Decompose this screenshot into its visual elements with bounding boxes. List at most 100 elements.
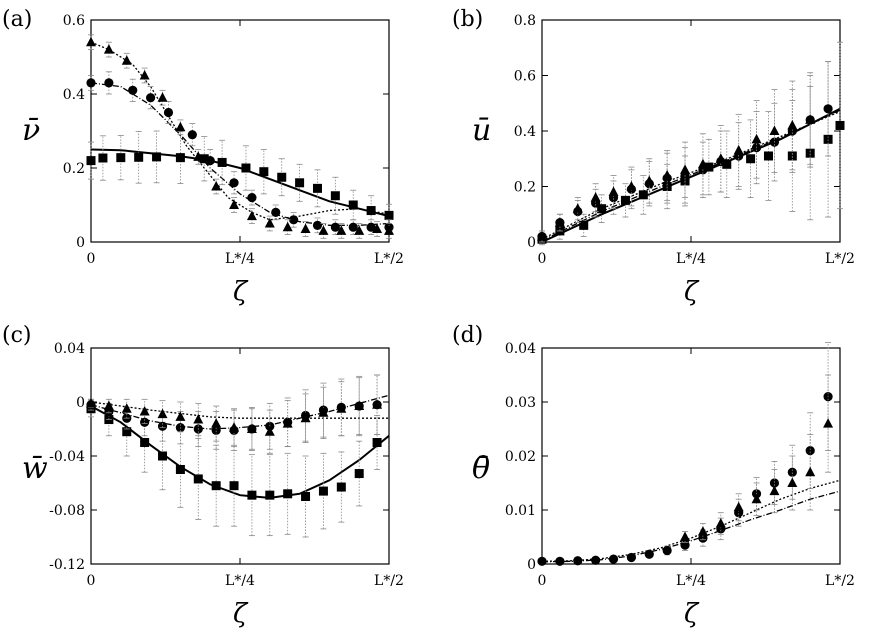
y-tick-label-d-0: 0 bbox=[527, 557, 536, 573]
marker-triangles-b bbox=[572, 203, 583, 213]
marker-squares-c bbox=[193, 474, 203, 484]
marker-squares-a bbox=[330, 191, 340, 201]
marker-circles-d bbox=[608, 554, 619, 564]
marker-circles-c bbox=[211, 425, 221, 435]
marker-triangles-a bbox=[354, 225, 365, 235]
marker-squares-a bbox=[384, 210, 394, 220]
marker-squares-a bbox=[134, 152, 144, 162]
y-tick-label-c-1: 0 bbox=[76, 395, 85, 411]
marker-squares-b bbox=[787, 151, 797, 161]
marker-circles-a bbox=[312, 220, 323, 230]
marker-circles-d bbox=[537, 556, 547, 566]
marker-circles-a bbox=[330, 222, 340, 232]
marker-circles-d bbox=[787, 467, 797, 477]
x-tick-label-b-2: L*/2 bbox=[825, 251, 855, 267]
marker-squares-c bbox=[175, 465, 185, 474]
panel-d: (d) θ̄ 0 L*/4 L*/2 ζ bbox=[452, 323, 855, 629]
plot-area-d: 0 0.01 0.02 0.03 0.04 bbox=[505, 341, 841, 573]
marker-triangles-c bbox=[264, 426, 275, 436]
marker-circles-d bbox=[769, 478, 780, 488]
marker-circles-d bbox=[591, 555, 601, 565]
y-tick-label-c-4: -0.12 bbox=[49, 557, 85, 573]
marker-squares-c bbox=[158, 451, 168, 461]
marker-squares-a bbox=[116, 153, 126, 163]
marker-circles-a bbox=[247, 193, 257, 203]
marker-circles-d bbox=[698, 533, 708, 543]
x-tick-label-d-1: L*/4 bbox=[676, 573, 706, 589]
y-tick-label-a-3: 0.6 bbox=[63, 13, 85, 29]
marker-squares-c bbox=[354, 469, 364, 479]
marker-circles-a bbox=[289, 215, 299, 225]
marker-triangles-a bbox=[282, 221, 293, 232]
y-tick-label-b-3: 0.6 bbox=[514, 69, 536, 85]
marker-squares-a bbox=[348, 200, 358, 210]
marker-triangles-c bbox=[318, 407, 329, 417]
marker-squares-b bbox=[763, 151, 773, 161]
marker-squares-c bbox=[140, 438, 150, 447]
axes-frame-c bbox=[90, 347, 390, 565]
marker-squares-b bbox=[662, 182, 672, 191]
marker-triangles-d bbox=[715, 518, 726, 528]
x-tick-label-a-0: 0 bbox=[87, 251, 96, 267]
marker-circles-a bbox=[229, 178, 239, 188]
marker-triangles-c bbox=[354, 400, 365, 411]
marker-circles-a bbox=[104, 78, 114, 88]
marker-circles-a bbox=[146, 93, 156, 103]
x-tick-label-a-1: L*/4 bbox=[225, 251, 255, 267]
marker-triangles-b bbox=[626, 181, 637, 191]
marker-triangles-b bbox=[787, 119, 798, 130]
marker-triangles-d bbox=[787, 477, 798, 487]
marker-triangles-c bbox=[246, 423, 257, 433]
marker-triangles-b bbox=[733, 144, 744, 155]
marker-circles-a bbox=[163, 107, 174, 118]
marker-squares-b bbox=[579, 220, 589, 230]
marker-triangles-a bbox=[157, 92, 168, 102]
y-tick-label-d-4: 0.04 bbox=[505, 341, 536, 357]
marker-triangles-d bbox=[751, 493, 762, 504]
marker-triangles-b bbox=[805, 114, 816, 124]
marker-squares-b bbox=[835, 120, 845, 130]
marker-triangles-c bbox=[211, 418, 222, 428]
marker-triangles-c bbox=[336, 403, 347, 413]
marker-triangles-b bbox=[769, 125, 780, 135]
marker-squares-a bbox=[152, 152, 162, 162]
marker-triangles-c bbox=[300, 412, 311, 423]
marker-squares-a bbox=[217, 157, 227, 167]
marker-circles-a bbox=[366, 222, 376, 232]
marker-triangles-d bbox=[823, 418, 834, 428]
x-axis-label-d: ζ bbox=[684, 599, 700, 629]
marker-squares-a bbox=[259, 167, 269, 177]
marker-squares-b bbox=[746, 154, 756, 164]
marker-triangles-a bbox=[121, 55, 132, 65]
marker-triangles-b bbox=[680, 164, 691, 174]
marker-squares-b bbox=[823, 134, 833, 144]
marker-squares-b bbox=[722, 159, 732, 169]
marker-circles-a bbox=[128, 85, 138, 95]
marker-triangles-d bbox=[733, 501, 744, 512]
marker-squares-a bbox=[175, 153, 185, 163]
y-tick-label-a-0: 0 bbox=[76, 235, 85, 251]
marker-circles-d bbox=[555, 556, 565, 566]
marker-triangles-b bbox=[715, 153, 726, 163]
y-tick-label-b-0: 0 bbox=[527, 235, 536, 251]
marker-circles-a bbox=[86, 78, 96, 88]
curve-dotted-a bbox=[90, 41, 390, 221]
marker-squares-c bbox=[122, 427, 132, 437]
marker-squares-a bbox=[241, 163, 251, 173]
x-tick-label-c-1: L*/4 bbox=[225, 573, 255, 589]
x-axis-label-c: ζ bbox=[233, 599, 249, 629]
y-axis-label-a: ν̄ bbox=[22, 113, 40, 148]
marker-squares-a bbox=[277, 172, 287, 182]
marker-triangles-c bbox=[282, 418, 293, 428]
marker-triangles-b bbox=[644, 175, 655, 185]
y-axis-label-b: ū bbox=[472, 113, 491, 148]
y-tick-label-b-1: 0.2 bbox=[514, 180, 536, 196]
marker-triangles-c bbox=[193, 414, 204, 424]
marker-triangles-a bbox=[139, 70, 150, 80]
plot-area-c: 0.04 0 -0.04 -0.08 -0.12 bbox=[49, 341, 390, 573]
marker-squares-a bbox=[86, 156, 96, 166]
marker-circles-a bbox=[271, 207, 281, 217]
marker-squares-b bbox=[638, 190, 648, 200]
x-axis-label-b: ζ bbox=[684, 277, 700, 307]
marker-triangles-a bbox=[103, 44, 114, 54]
